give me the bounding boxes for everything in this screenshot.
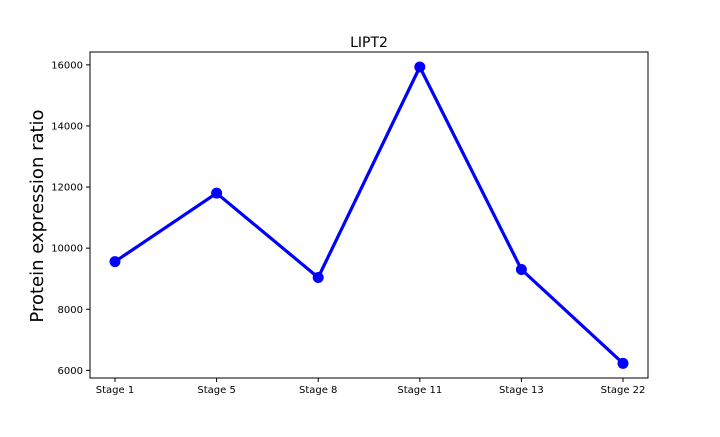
x-tick-label: Stage 8	[299, 385, 337, 396]
y-tick-label: 14000	[51, 121, 83, 132]
series-line	[114, 65, 625, 365]
x-axis: Stage 1 Stage 5 Stage 8 Stage 11 Stage 13 Sta…	[96, 378, 646, 396]
y-tick-label: 8000	[58, 305, 83, 316]
x-tick-label: Stage 22	[601, 385, 646, 396]
series-layer	[109, 61, 629, 369]
y-axis-label: Protein expression ratio	[27, 109, 48, 322]
data-point	[211, 187, 223, 199]
y-tick-label: 16000	[51, 60, 83, 71]
data-point	[414, 61, 426, 73]
y-tick-label: 12000	[51, 183, 83, 194]
data-point	[617, 357, 629, 369]
data-point	[109, 256, 121, 268]
y-axis: 6000 8000 10000 12000 14000 16000	[51, 60, 90, 377]
data-point	[515, 264, 527, 276]
chart-title: LIPT2	[350, 35, 388, 51]
x-tick-label: Stage 11	[397, 385, 442, 396]
data-point	[312, 271, 324, 283]
x-tick-label: Stage 1	[96, 385, 134, 396]
y-tick-label: 10000	[51, 244, 83, 255]
x-tick-label: Stage 13	[499, 385, 544, 396]
y-tick-label: 6000	[58, 366, 83, 377]
x-tick-label: Stage 5	[197, 385, 235, 396]
plot-area-frame	[89, 51, 649, 379]
